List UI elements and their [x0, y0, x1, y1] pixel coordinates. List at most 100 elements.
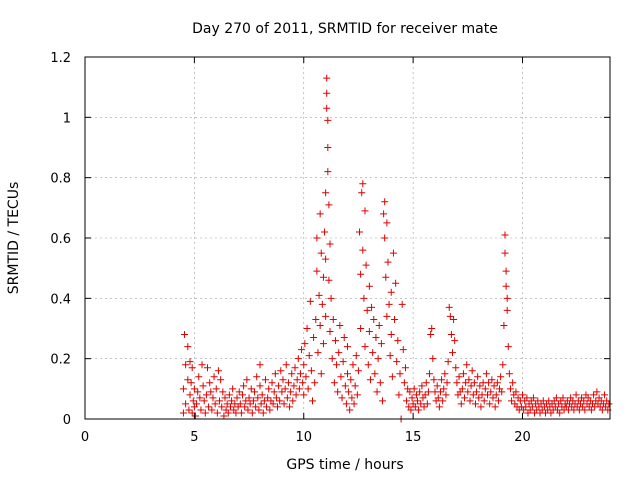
- data-point: [458, 385, 466, 393]
- data-point: [326, 240, 334, 248]
- data-point: [505, 370, 513, 378]
- data-point: [452, 364, 460, 372]
- data-point: [304, 385, 312, 393]
- data-point: [369, 349, 377, 357]
- data-point: [268, 379, 276, 387]
- data-point: [195, 373, 203, 381]
- data-point: [186, 391, 194, 399]
- data-point: [189, 397, 197, 405]
- data-point: [324, 144, 332, 151]
- data-point: [593, 388, 601, 396]
- data-point: [179, 385, 187, 393]
- data-point: [380, 210, 388, 218]
- data-point: [184, 376, 192, 384]
- data-point: [439, 397, 447, 405]
- data-point: [465, 376, 473, 384]
- data-point: [383, 312, 391, 320]
- data-point: [224, 409, 232, 417]
- data-point: [348, 394, 356, 402]
- data-point: [188, 364, 196, 372]
- data-point: [313, 234, 321, 242]
- data-point: [336, 321, 344, 329]
- data-point: [190, 385, 198, 393]
- data-point: [492, 391, 500, 399]
- data-point: [255, 406, 263, 414]
- data-point: [503, 294, 511, 302]
- data-point: [252, 403, 260, 411]
- data-point: [473, 388, 481, 396]
- data-point: [311, 379, 319, 387]
- data-point: [522, 403, 530, 411]
- data-point: [229, 385, 237, 393]
- data-point: [345, 388, 353, 396]
- x-tick-label: 0: [81, 430, 89, 445]
- data-point: [400, 379, 408, 387]
- data-point: [249, 397, 257, 405]
- data-point: [212, 385, 220, 393]
- data-point: [512, 388, 520, 396]
- data-point: [299, 379, 307, 387]
- data-point: [206, 379, 214, 387]
- data-point: [489, 394, 497, 402]
- data-point: [196, 394, 204, 402]
- data-point: [356, 228, 364, 236]
- data-point: [455, 373, 463, 381]
- data-point: [399, 346, 407, 354]
- data-point: [291, 364, 299, 372]
- data-point: [475, 394, 483, 402]
- data-point: [329, 315, 337, 323]
- y-tick-label: 0.2: [50, 353, 71, 368]
- data-point: [322, 255, 330, 263]
- data-point: [324, 168, 332, 176]
- data-point: [502, 282, 510, 290]
- data-point: [467, 382, 475, 390]
- data-point: [368, 303, 376, 311]
- data-point: [347, 376, 355, 384]
- data-point: [372, 334, 380, 342]
- data-point: [529, 394, 537, 402]
- data-point: [352, 352, 360, 360]
- y-tick-label: 1: [63, 111, 71, 126]
- data-point: [317, 370, 325, 378]
- data-point: [281, 385, 289, 393]
- data-point: [491, 403, 499, 411]
- data-point: [417, 400, 425, 408]
- data-point: [488, 376, 496, 384]
- data-point: [201, 409, 209, 417]
- data-point: [280, 400, 288, 408]
- data-point: [286, 403, 294, 411]
- data-point: [383, 219, 391, 227]
- data-point: [335, 349, 343, 357]
- data-point: [309, 397, 316, 405]
- data-point: [341, 382, 349, 390]
- data-point: [333, 361, 341, 369]
- data-point: [269, 400, 277, 408]
- data-point: [316, 210, 324, 218]
- data-point: [219, 388, 227, 396]
- data-point: [394, 337, 402, 345]
- data-point: [235, 388, 243, 396]
- data-point: [580, 397, 588, 405]
- data-point: [298, 346, 306, 354]
- data-point: [275, 382, 283, 390]
- data-point: [601, 391, 609, 399]
- data-point: [373, 388, 381, 396]
- data-point: [371, 370, 379, 378]
- data-point: [351, 382, 359, 390]
- data-point: [186, 358, 194, 366]
- data-point: [363, 306, 371, 314]
- data-point: [251, 388, 259, 396]
- data-point: [412, 391, 420, 399]
- data-point: [449, 349, 456, 357]
- data-point: [290, 382, 298, 390]
- data-point: [187, 379, 195, 387]
- data-point: [451, 337, 459, 345]
- axis-ticks: 0 5 10 15 20 0 0.2 0.4 0.6 0.8 1 1.2: [50, 51, 610, 445]
- data-point: [334, 388, 342, 396]
- data-point: [497, 373, 505, 381]
- data-point: [552, 394, 560, 402]
- data-point: [241, 403, 249, 411]
- data-point: [471, 400, 479, 408]
- data-point: [243, 376, 251, 384]
- data-point: [318, 300, 326, 308]
